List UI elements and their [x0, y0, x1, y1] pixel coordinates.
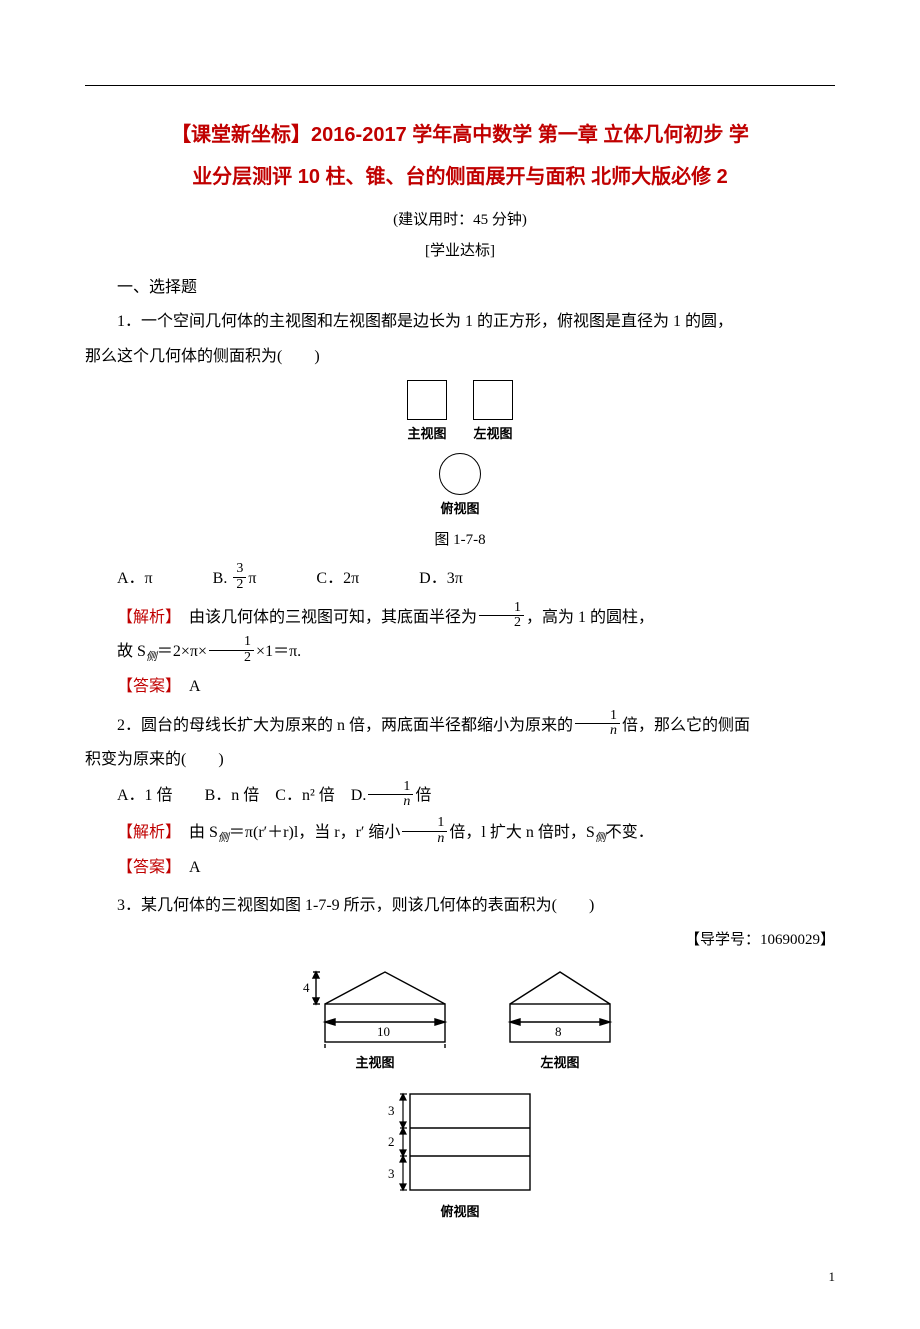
- main-view-label: 主视图: [407, 422, 446, 447]
- dim-3b: 3: [388, 1166, 395, 1181]
- square-icon: [407, 380, 447, 420]
- section-heading-choice: 一、选择题: [85, 273, 835, 303]
- q2-opt-d: D.1n倍: [351, 787, 432, 804]
- q1-analysis-calc: 故 S侧＝2×π×12×1＝π.: [85, 637, 835, 668]
- q1-main-view: 主视图: [407, 380, 447, 447]
- square-icon: [473, 380, 513, 420]
- q1-opt-c: C．2π: [316, 564, 359, 594]
- top-view-svg: 3 2 3: [380, 1088, 540, 1198]
- fraction-icon: 3 2: [233, 562, 246, 592]
- fig-1-7-9: 4 10 主视图: [85, 964, 835, 1224]
- top-view-label: 俯视图: [440, 1200, 479, 1225]
- q1-stem-line2: 那么这个几何体的侧面积为( ): [85, 342, 835, 372]
- q2-stem-line1: 2．圆台的母线长扩大为原来的 n 倍，两底面半径都缩小为原来的1n倍，那么它的侧…: [85, 711, 835, 742]
- answer-label: 【答案】: [117, 678, 173, 695]
- page-number: 1: [85, 1265, 835, 1290]
- q1-left-view: 左视图: [473, 380, 513, 447]
- fig-1-7-8-caption: 图 1-7-8: [85, 526, 835, 555]
- fraction-icon: 1n: [575, 709, 620, 739]
- q1-opt-d: D．3π: [419, 564, 463, 594]
- dim-8: 8: [555, 1024, 562, 1039]
- q2-stem-line2: 积变为原来的( ): [85, 745, 835, 775]
- q2-opt-c: C．n² 倍: [275, 787, 334, 804]
- q1-answer: 【答案】 A: [85, 672, 835, 702]
- q1-options: A．π B. 3 2 π C．2π D．3π: [117, 564, 835, 595]
- analysis-label: 【解析】: [117, 824, 173, 841]
- title-line-1: 【课堂新坐标】2016-2017 学年高中数学 第一章 立体几何初步 学: [85, 114, 835, 156]
- q2-analysis: 【解析】 由 S侧＝π(r′＋r)l，当 r，r′ 缩小1n倍，l 扩大 n 倍…: [85, 818, 835, 849]
- section-label: [学业达标]: [85, 237, 835, 266]
- analysis-label: 【解析】: [117, 609, 173, 626]
- main-view-label: 主视图: [355, 1051, 394, 1076]
- q2-answer: 【答案】 A: [85, 853, 835, 883]
- q3-left-view: 8 左视图: [495, 964, 625, 1076]
- fraction-icon: 12: [479, 601, 524, 631]
- q3-main-view: 4 10 主视图: [295, 964, 455, 1076]
- dim-3a: 3: [388, 1103, 395, 1118]
- answer-label: 【答案】: [117, 859, 173, 876]
- main-view-svg: 4 10: [295, 964, 455, 1049]
- top-rule: [85, 85, 835, 86]
- guide-number: 【导学号：10690029】: [85, 926, 835, 955]
- q2-opt-b: B．n 倍: [205, 787, 260, 804]
- fraction-icon: 1n: [368, 780, 413, 810]
- dim-2: 2: [388, 1134, 395, 1149]
- fraction-icon: 1n: [402, 816, 447, 846]
- time-suggestion: (建议用时：45 分钟): [85, 206, 835, 235]
- q1-opt-b: B. 3 2 π: [213, 564, 257, 595]
- left-view-label: 左视图: [540, 1051, 579, 1076]
- title-line-2: 业分层测评 10 柱、锥、台的侧面展开与面积 北师大版必修 2: [85, 156, 835, 198]
- doc-title: 【课堂新坐标】2016-2017 学年高中数学 第一章 立体几何初步 学 业分层…: [85, 114, 835, 198]
- q1-stem-line1: 1．一个空间几何体的主视图和左视图都是边长为 1 的正方形，俯视图是直径为 1 …: [85, 307, 835, 337]
- q1-top-view: 俯视图: [439, 453, 481, 522]
- top-view-label: 俯视图: [440, 497, 479, 522]
- dim-4: 4: [303, 980, 310, 995]
- q1-three-views: 主视图 左视图 俯视图: [85, 380, 835, 521]
- fraction-icon: 12: [209, 635, 254, 665]
- q1-views-row1: 主视图 左视图: [407, 380, 513, 447]
- q3-stem: 3．某几何体的三视图如图 1-7-9 所示，则该几何体的表面积为( ): [85, 891, 835, 921]
- left-view-svg: 8: [495, 964, 625, 1049]
- fig179-row1: 4 10 主视图: [295, 964, 625, 1076]
- q2-opt-a: A．1 倍: [117, 787, 173, 804]
- q1-analysis: 【解析】 由该几何体的三视图可知，其底面半径为12，高为 1 的圆柱，: [85, 603, 835, 634]
- q1-opt-a: A．π: [117, 564, 153, 594]
- circle-icon: [439, 453, 481, 495]
- q3-top-view: 3 2 3 俯视图: [380, 1088, 540, 1225]
- q2-options: A．1 倍 B．n 倍 C．n² 倍 D.1n倍: [85, 781, 835, 812]
- dim-10: 10: [377, 1024, 390, 1039]
- left-view-label: 左视图: [473, 422, 512, 447]
